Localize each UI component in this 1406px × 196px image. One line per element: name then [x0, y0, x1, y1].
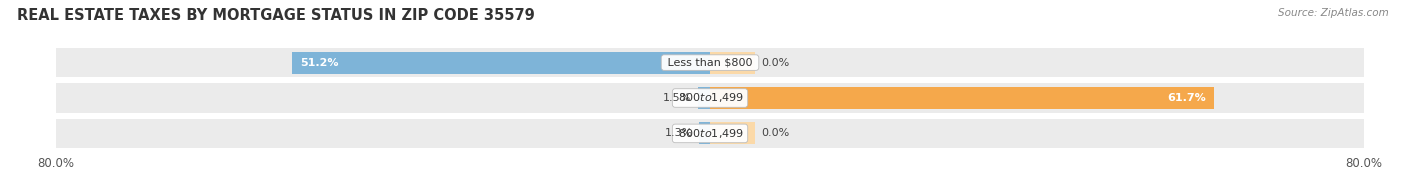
- Text: Source: ZipAtlas.com: Source: ZipAtlas.com: [1278, 8, 1389, 18]
- Text: 0.0%: 0.0%: [762, 128, 790, 138]
- Text: 0.0%: 0.0%: [762, 58, 790, 68]
- Bar: [56, 83, 1364, 113]
- Text: $800 to $1,499: $800 to $1,499: [675, 92, 745, 104]
- Text: Less than $800: Less than $800: [664, 58, 756, 68]
- Bar: [710, 52, 755, 74]
- Text: REAL ESTATE TAXES BY MORTGAGE STATUS IN ZIP CODE 35579: REAL ESTATE TAXES BY MORTGAGE STATUS IN …: [17, 8, 534, 23]
- Bar: [697, 87, 710, 109]
- Bar: [710, 87, 1215, 109]
- Text: 61.7%: 61.7%: [1167, 93, 1206, 103]
- Text: 1.3%: 1.3%: [665, 128, 693, 138]
- Bar: [291, 52, 710, 74]
- Text: $800 to $1,499: $800 to $1,499: [675, 127, 745, 140]
- Bar: [710, 122, 755, 144]
- Bar: [56, 119, 1364, 148]
- Text: 1.5%: 1.5%: [664, 93, 692, 103]
- Bar: [56, 48, 1364, 77]
- Text: 51.2%: 51.2%: [299, 58, 339, 68]
- Bar: [699, 122, 710, 144]
